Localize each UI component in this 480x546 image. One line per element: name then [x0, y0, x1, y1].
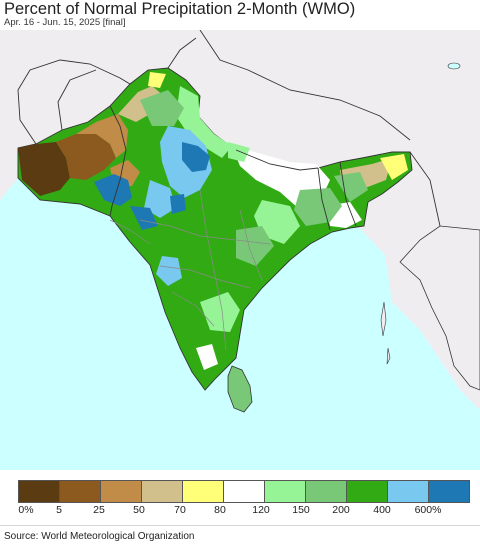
legend-swatch	[306, 481, 347, 502]
map-canvas	[0, 30, 480, 470]
region-50-70-percent	[118, 86, 392, 190]
legend-colorbar	[18, 480, 470, 503]
legend-swatch	[183, 481, 224, 502]
state-borders	[109, 189, 271, 351]
footer-divider	[0, 525, 480, 526]
legend-swatch	[19, 481, 60, 502]
legend-label: 200	[332, 504, 350, 516]
region-25-50-percent	[76, 114, 140, 186]
legend-label: 400	[373, 504, 391, 516]
legend-label: 70	[174, 504, 186, 516]
legend-label: 25	[93, 504, 105, 516]
sri-lanka	[227, 365, 253, 413]
andaman-islands	[380, 301, 391, 365]
legend-swatch	[101, 481, 142, 502]
country-borders	[17, 30, 441, 231]
map-subtitle: Apr. 16 - Jun. 15, 2025 [final]	[4, 17, 126, 28]
legend-label: 600%	[414, 504, 442, 516]
region-150-200-percent	[140, 90, 368, 266]
legend-swatch	[265, 481, 306, 502]
legend-swatch	[388, 481, 429, 502]
map-title: Percent of Normal Precipitation 2-Month …	[4, 0, 356, 18]
southeast-asia-land	[399, 225, 480, 391]
precipitation-map	[0, 30, 480, 470]
region-5-25-percent	[56, 134, 116, 180]
region-120-150-percent	[176, 86, 300, 332]
ocean	[0, 178, 480, 470]
region-600-plus-percent	[94, 142, 210, 230]
legend-swatch	[60, 481, 101, 502]
source-credit: Source: World Meteorological Organizatio…	[4, 531, 195, 542]
legend-label: 5	[56, 504, 62, 516]
legend-swatch	[347, 481, 388, 502]
lake	[447, 62, 461, 70]
legend-label: 50	[133, 504, 145, 516]
legend-swatch	[224, 481, 265, 502]
legend-label: 80	[214, 504, 226, 516]
region-0-5-percent	[18, 142, 70, 196]
legend-swatch	[142, 481, 183, 502]
legend-label: 0%	[18, 504, 34, 516]
legend-label: 120	[252, 504, 270, 516]
legend-label: 150	[292, 504, 310, 516]
region-80-120-percent	[196, 146, 362, 370]
legend-swatch	[429, 481, 469, 502]
